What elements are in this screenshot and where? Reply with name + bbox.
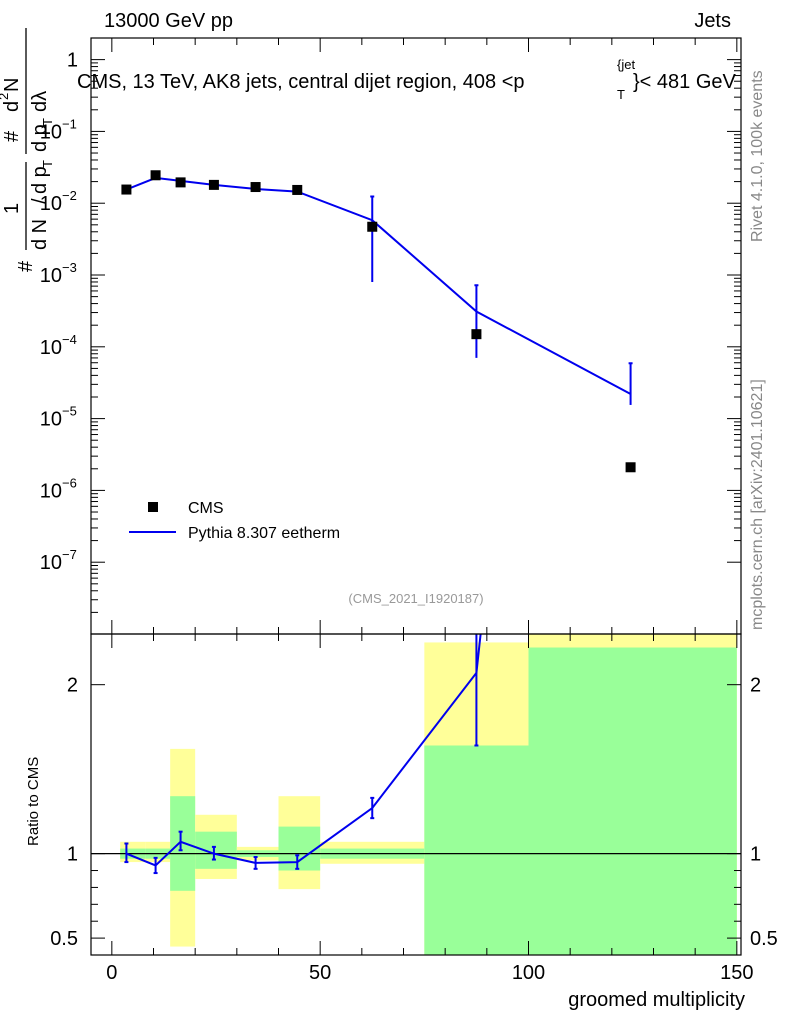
- main-data-series: [121, 170, 636, 473]
- main-y-axis-label: # 1 d N / d p T # d p T d 2 N dλ: [0, 28, 55, 272]
- ylabel-num-N: N: [1, 78, 23, 92]
- x-tick-label: 100: [512, 962, 545, 984]
- plot-title-sup: {jet: [617, 57, 635, 72]
- ratio-mc-series: [124, 634, 482, 875]
- ratio-y-tick-label: 2: [67, 675, 78, 697]
- ratio-axis-ticks: 0 50 100 150 0.5 0.5 1 1 2 2: [50, 634, 778, 984]
- ratio-band-inner: [278, 826, 321, 871]
- main-plot-frame: [90, 37, 742, 635]
- plot-title-end: }< 481 GeV: [633, 71, 737, 93]
- ylabel-num-dl: dλ: [29, 91, 51, 112]
- main-data-point: [471, 329, 482, 340]
- main-y-tick-label: 10: [40, 193, 62, 215]
- main-y-tick-label: 10: [40, 552, 62, 574]
- x-tick-label: 0: [106, 962, 117, 984]
- ratio-plot-frame: [90, 633, 742, 956]
- ratio-uncertainty-bands: [91, 634, 741, 955]
- ylabel-dN: d N: [29, 219, 51, 250]
- main-mc-line: [126, 176, 632, 395]
- main-y-tick-exponent: −7: [62, 547, 77, 562]
- ratio-y-tick-label-right: 2: [750, 675, 761, 697]
- ylabel-T: T: [40, 160, 55, 168]
- ratio-y-tick-label: 1: [67, 844, 78, 866]
- ylabel-num-d2: d: [1, 101, 23, 112]
- mcplots-label: mcplots.cern.ch [arXiv:2401.10621]: [749, 379, 766, 630]
- main-mc-series: [126, 176, 633, 405]
- main-y-tick-exponent: −1: [62, 116, 77, 131]
- main-y-tick-label: 1: [67, 50, 78, 72]
- plot-title: CMS, 13 TeV, AK8 jets, central dijet reg…: [77, 57, 737, 102]
- main-y-tick-exponent: −3: [62, 260, 77, 275]
- main-y-tick-label: 10: [40, 480, 62, 502]
- main-axis-ticks: 110−110−210−310−410−510−610−7: [40, 38, 741, 634]
- main-y-tick-exponent: −5: [62, 404, 77, 419]
- ratio-y-tick-label-right: 1: [750, 844, 761, 866]
- main-data-point: [175, 177, 186, 188]
- ratio-band-inner: [528, 647, 737, 955]
- ylabel-num-hash: #: [1, 130, 23, 142]
- ylabel-num-2: 2: [0, 93, 11, 100]
- ratio-y-tick-label: 0.5: [50, 928, 78, 950]
- header-left-label: 13000 GeV pp: [104, 10, 233, 32]
- plot-title-sub: T: [617, 87, 625, 102]
- main-data-point: [292, 184, 303, 195]
- main-data-point: [250, 182, 261, 193]
- ratio-band-inner: [424, 745, 529, 955]
- x-tick-label: 150: [720, 962, 753, 984]
- rivet-label: Rivet 4.1.0, 100k events: [749, 70, 766, 242]
- main-data-point: [121, 184, 132, 195]
- main-y-tick-exponent: −2: [62, 188, 77, 203]
- ylabel-dpT: d p: [29, 166, 51, 194]
- ylabel-one: 1: [1, 203, 23, 214]
- ylabel-num-dpT: d p: [29, 124, 51, 152]
- ylabel-hash: #: [15, 260, 37, 272]
- main-y-tick-exponent: −4: [62, 332, 77, 347]
- ylabel-num-T: T: [40, 118, 55, 126]
- main-y-tick-exponent: −6: [62, 475, 77, 490]
- main-data-point: [367, 221, 378, 232]
- main-y-tick-label: 10: [40, 337, 62, 359]
- analysis-watermark: (CMS_2021_I1920187): [348, 591, 483, 606]
- ratio-y-axis-label: Ratio to CMS: [25, 757, 42, 846]
- x-tick-label: 50: [309, 962, 331, 984]
- ratio-y-tick-label-right: 0.5: [750, 928, 778, 950]
- main-y-tick-label: 10: [40, 121, 62, 143]
- main-data-point: [208, 179, 219, 190]
- ylabel-slash: /: [29, 198, 51, 204]
- main-data-point: [625, 462, 636, 473]
- main-data-point: [150, 170, 161, 181]
- legend-mc-label: Pythia 8.307 eetherm: [188, 525, 340, 542]
- main-y-tick-label: 10: [40, 265, 62, 287]
- legend-cms-marker: [148, 502, 158, 512]
- x-axis-label: groomed multiplicity: [568, 989, 745, 1011]
- plot-title-main: CMS, 13 TeV, AK8 jets, central dijet reg…: [77, 71, 525, 93]
- header-right-label: Jets: [694, 10, 731, 32]
- main-y-tick-label: 10: [40, 409, 62, 431]
- legend-cms-label: CMS: [188, 500, 224, 517]
- legend: CMS Pythia 8.307 eetherm: [129, 500, 340, 542]
